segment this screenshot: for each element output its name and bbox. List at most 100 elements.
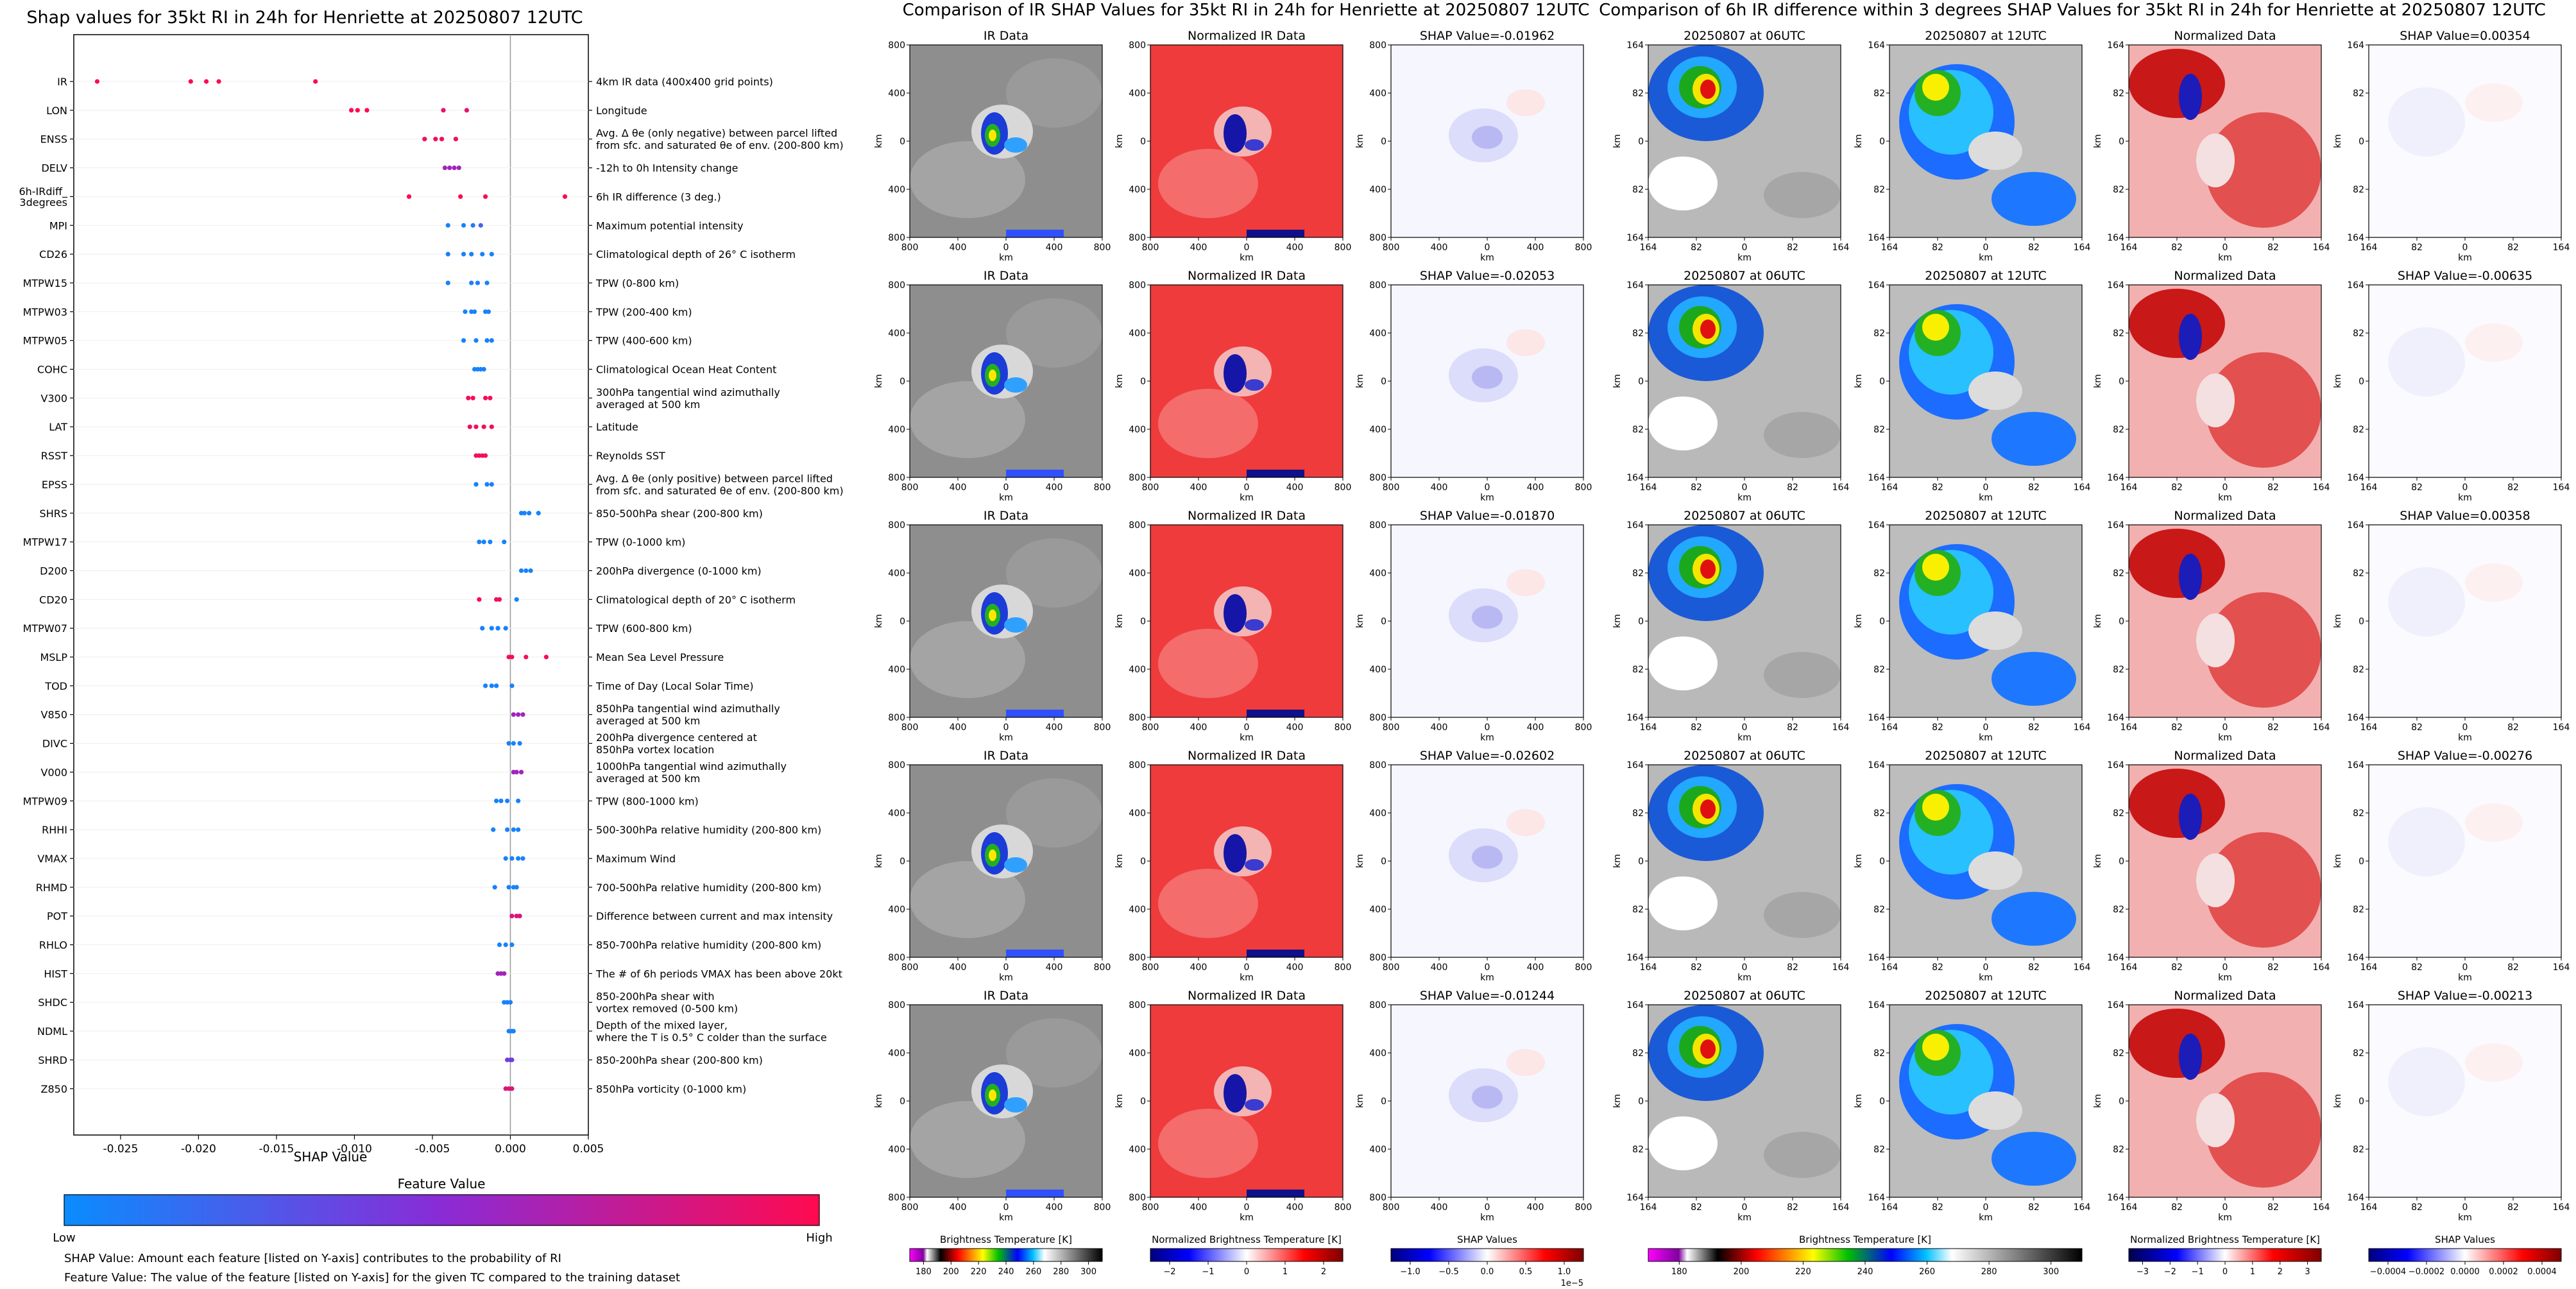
y-tick-label: 400	[1369, 185, 1386, 195]
x-tick-label: 400	[950, 962, 967, 973]
feature-label: SHRD	[38, 1054, 67, 1066]
x-tick-label: 400	[1286, 722, 1304, 733]
y-tick-label: 0	[1381, 377, 1386, 387]
x-tick-label: 800	[1335, 482, 1352, 493]
x-tick-label: 82	[2028, 482, 2040, 493]
y-tick-label: 400	[1129, 905, 1146, 915]
y-axis-label: km	[2333, 614, 2343, 628]
y-tick-label: 82	[2353, 808, 2364, 819]
shap-point	[499, 798, 504, 803]
x-tick-label: 82	[2411, 482, 2423, 493]
shap-point	[461, 338, 466, 343]
x-tick-label: 0	[1742, 722, 1748, 733]
y-tick-label: 82	[2353, 425, 2364, 435]
subplot-title: SHAP Value=0.00354	[2400, 29, 2530, 43]
subplot-title: 20250807 at 12UTC	[1925, 269, 2047, 283]
feature-description: from sfc. and saturated θe of env. (200-…	[596, 484, 844, 497]
x-tick-label: 82	[2171, 1202, 2183, 1213]
shap-point	[522, 511, 527, 516]
x-tick-label: 0	[2462, 1202, 2468, 1213]
x-tick-label: 0	[2222, 243, 2228, 253]
y-tick-label: 82	[1632, 1145, 1644, 1155]
shap-point	[484, 280, 490, 286]
x-tick-label: 0	[1742, 482, 1748, 493]
x-tick-label: 0	[1485, 722, 1490, 733]
y-tick-label: 164	[2107, 713, 2124, 723]
y-tick-label: 0	[1140, 137, 1146, 147]
x-tick-label: 0	[1244, 1202, 1250, 1213]
subplot-title: IR Data	[984, 269, 1028, 283]
x-axis-label: km	[1737, 493, 1752, 503]
x-tick-label: 400	[1286, 1202, 1304, 1213]
y-axis-label: km	[1355, 614, 1365, 628]
y-tick-label: 164	[1626, 520, 1644, 531]
shap-point	[470, 223, 475, 228]
x-tick-label: 400	[1527, 482, 1544, 493]
subplot-title: SHAP Value=-0.00276	[2398, 749, 2532, 763]
x-tick-label: 400	[1527, 722, 1544, 733]
subplot-title: Normalized Data	[2174, 989, 2276, 1003]
feature-label: RHHI	[42, 824, 67, 836]
y-tick-label: 0	[1638, 857, 1644, 867]
y-axis-label: km	[1114, 614, 1125, 628]
x-axis-label: km	[999, 973, 1013, 983]
y-tick-label: 0	[2358, 617, 2364, 627]
x-axis-label: km	[2458, 973, 2472, 983]
feature-description: 850hPa vortex location	[596, 744, 714, 756]
feature-description: TPW (400-600 km)	[595, 335, 692, 347]
feature-label: MSLP	[40, 651, 67, 663]
y-tick-label: 164	[2347, 713, 2364, 723]
colorbar-gradient	[2368, 1248, 2562, 1262]
feature-label: SHRS	[40, 508, 67, 520]
y-tick-label: 400	[1369, 665, 1386, 675]
x-tick-label: 0	[1003, 722, 1009, 733]
y-tick-label: 0	[1140, 1097, 1146, 1107]
x-tick-label: 164	[2553, 962, 2570, 973]
x-tick-label: 82	[1787, 243, 1798, 253]
x-tick-label: 800	[1575, 1202, 1592, 1213]
shap-point	[518, 568, 524, 574]
shap-point	[406, 194, 412, 199]
y-tick-label: 82	[1632, 808, 1644, 819]
shap-point	[509, 654, 515, 660]
x-tick-label: 0	[2222, 1202, 2228, 1213]
colorbar-tick-label: −1	[1202, 1267, 1214, 1277]
shap-point	[473, 482, 479, 487]
y-tick-label: 82	[1632, 425, 1644, 435]
x-tick-label: 164	[1832, 243, 1850, 253]
subplot-title: SHAP Value=0.00358	[2400, 509, 2530, 523]
x-tick-label: 0	[1983, 482, 1989, 493]
subplot-title: Normalized Data	[2174, 29, 2276, 43]
x-tick-label: 800	[1575, 243, 1592, 253]
feature-description: Avg. Δ θe (only positive) between parcel…	[596, 472, 833, 484]
y-tick-label: 82	[1632, 185, 1644, 195]
y-tick-label: 0	[1381, 137, 1386, 147]
y-tick-label: 164	[1626, 473, 1644, 483]
feature-description: Difference between current and max inten…	[596, 910, 833, 923]
y-tick-label: 82	[1873, 329, 1885, 339]
shap-point	[514, 885, 519, 890]
feature-description: Maximum potential intensity	[596, 219, 744, 232]
y-tick-label: 800	[1369, 233, 1386, 243]
x-axis-label: km	[1480, 733, 1494, 743]
subplot-title: SHAP Value=-0.00213	[2398, 989, 2532, 1003]
subplot-image	[2368, 524, 2562, 718]
left-title: Shap values for 35kt RI in 24h for Henri…	[26, 8, 583, 28]
x-tick-label: 0	[1244, 243, 1250, 253]
subplot-title: IR Data	[984, 989, 1028, 1003]
y-axis-label: km	[2333, 134, 2343, 148]
feature-label: NDML	[37, 1025, 67, 1037]
shap-point	[439, 137, 445, 142]
x-axis-label: km	[1480, 1213, 1494, 1223]
feature-description: Longitude	[596, 105, 647, 117]
x-tick-label: 400	[1046, 482, 1063, 493]
x-axis-label: km	[2218, 733, 2232, 743]
subplot-image	[1648, 284, 1841, 478]
y-tick-label: 400	[1369, 89, 1386, 99]
x-tick-label: 400	[1190, 722, 1207, 733]
